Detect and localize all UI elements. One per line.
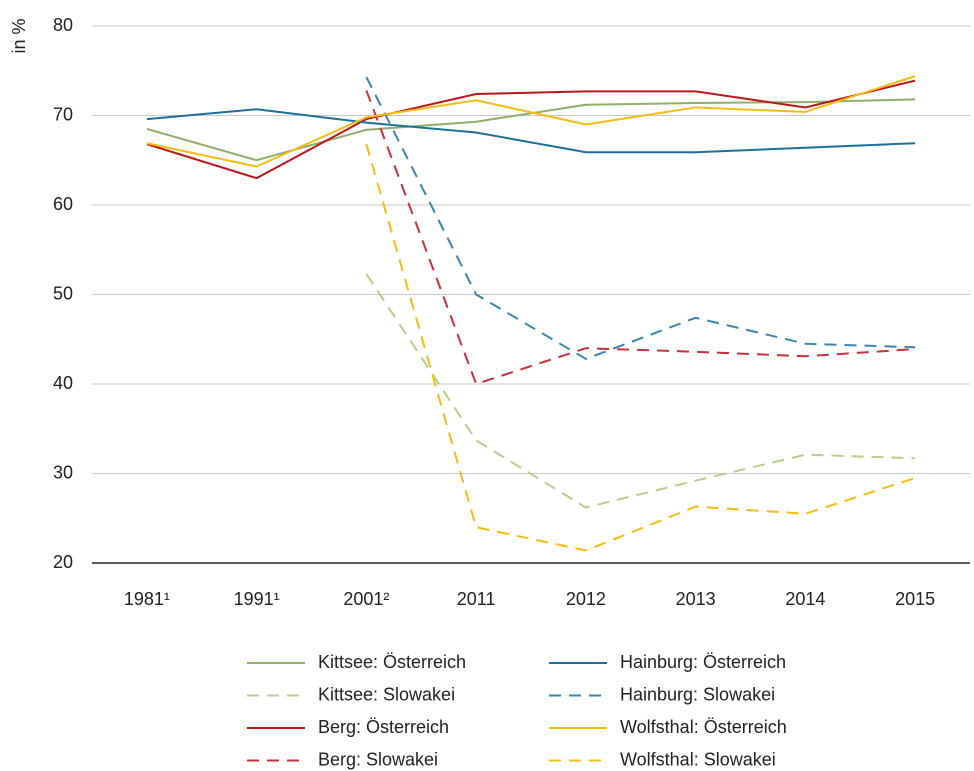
series-line [365,273,916,509]
x-tick-label: 2012 [566,589,606,609]
legend-label: Wolfsthal: Slowakei [620,749,776,769]
y-tick-label: 80 [53,15,73,35]
x-tick-label: 2014 [785,589,825,609]
x-tick-label: 1991¹ [234,589,280,609]
x-tick-label: 2001² [343,589,389,609]
legend-label: Hainburg: Österreich [620,652,786,672]
series-line [146,98,916,162]
x-tick-label: 1981¹ [124,589,170,609]
legend-label: Berg: Slowakei [318,749,438,769]
y-tick-label: 70 [53,104,73,124]
series-line [365,90,916,386]
series-line [146,108,916,154]
y-tick-label: 20 [53,552,73,572]
legend-label: Berg: Österreich [318,717,449,737]
y-axis-label: in % [9,18,29,53]
series-line [146,79,916,180]
legend-label: Kittsee: Österreich [318,652,466,672]
y-tick-label: 50 [53,283,73,303]
x-tick-label: 2011 [457,589,496,609]
y-tick-label: 60 [53,194,73,214]
series-line [365,143,916,552]
series-line [365,76,916,361]
legend-label: Wolfsthal: Österreich [620,717,787,737]
legend-label: Hainburg: Slowakei [620,684,775,704]
x-tick-label: 2013 [676,589,716,609]
legend-label: Kittsee: Slowakei [318,684,455,704]
x-tick-label: 2015 [895,589,935,609]
series-line [146,75,916,168]
y-tick-label: 40 [53,373,73,393]
y-tick-label: 30 [53,462,73,482]
